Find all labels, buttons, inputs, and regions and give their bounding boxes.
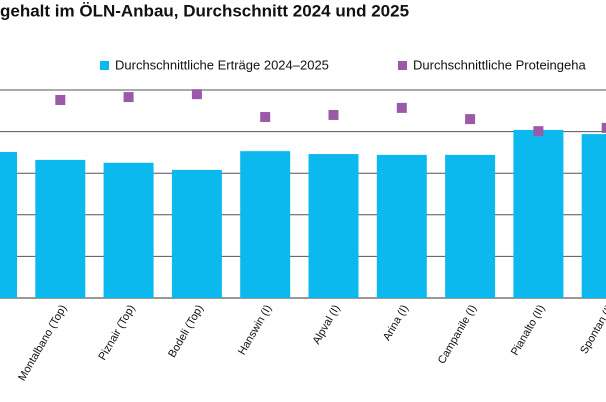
bar [0, 151, 17, 298]
marker [328, 109, 339, 120]
x-tick-label: Arina (I) [381, 303, 411, 343]
x-tick-label: Bodeli (Top) [166, 303, 206, 360]
marker [260, 112, 271, 123]
marker [396, 102, 407, 113]
bar [581, 134, 606, 298]
x-tick-label: Hanswin (I) [236, 303, 274, 357]
bar [171, 169, 222, 298]
bar [513, 129, 564, 298]
bar [240, 151, 291, 298]
legend-swatch [398, 61, 407, 70]
bar [376, 154, 427, 298]
x-tick-label: Piznair (Top) [96, 303, 137, 362]
x-tick-label: Campanile (I) [436, 303, 479, 366]
marker [601, 122, 606, 133]
x-tick-label: Pianalto (II) [509, 303, 548, 358]
x-tick-label: Spontan (I) [578, 303, 606, 356]
x-tick-label: Alpval (I) [311, 303, 343, 347]
bar [308, 154, 359, 298]
bar [103, 162, 154, 298]
bar [445, 154, 496, 298]
legend-swatch [100, 61, 109, 70]
legend-label: Durchschnittliche Erträge 2024–2025 [115, 57, 329, 72]
bar [35, 159, 86, 298]
marker [191, 89, 202, 100]
marker [533, 126, 544, 137]
marker [55, 94, 66, 105]
x-tick-label: Montalbano (Top) [16, 303, 69, 383]
marker [465, 114, 476, 125]
marker [123, 92, 134, 103]
chart-title: gehalt im ÖLN-Anbau, Durchschnitt 2024 u… [0, 1, 409, 20]
legend-label: Durchschnittliche Proteingeha [413, 57, 586, 72]
